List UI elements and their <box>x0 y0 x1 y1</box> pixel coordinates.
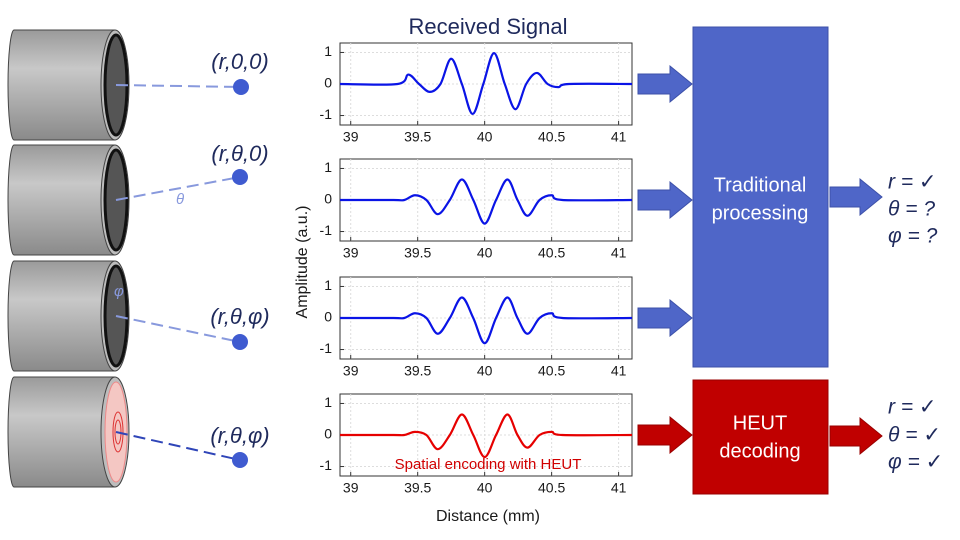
x-tick-label: 40.5 <box>538 129 565 145</box>
result: θ = ? <box>888 198 935 221</box>
signal-line <box>340 296 633 345</box>
result: r = ✓ <box>888 171 937 194</box>
target <box>233 79 249 95</box>
x-tick-label: 40.5 <box>538 363 565 379</box>
x-tick-label: 41 <box>611 480 627 496</box>
spiral <box>114 419 122 445</box>
position-label: (r,0,0) <box>211 49 268 74</box>
cylinder-body <box>7 144 116 256</box>
x-tick-label: 40 <box>477 363 493 379</box>
transducers: (r,0,0) (r,θ,0) θ (r,θ,φ) φ (r,θ,φ) <box>7 29 270 488</box>
result: θ = ✓ <box>888 424 941 447</box>
x-tick-label: 39 <box>343 245 359 261</box>
target <box>232 169 248 185</box>
position-label: (r,θ,φ) <box>210 423 269 448</box>
y-tick-label: 1 <box>324 43 332 59</box>
plots: 39 39.5 40 40.5 41 -1 0 1 39 39.5 40 40.5 41 -1 0 1 39 39… <box>320 42 633 496</box>
angle-label: φ <box>114 283 124 300</box>
box-label: processing <box>712 202 809 224</box>
angle-label: θ <box>176 191 184 208</box>
x-tick-label: 39.5 <box>404 480 431 496</box>
x-tick-label: 41 <box>611 363 627 379</box>
signal-line <box>339 51 633 116</box>
beam <box>115 84 242 88</box>
traditional-box <box>692 26 829 368</box>
result: r = ✓ <box>888 396 937 419</box>
result: φ = ✓ <box>888 451 943 474</box>
beam <box>115 431 241 461</box>
y-tick-label: 1 <box>324 277 332 293</box>
position-label: (r,θ,φ) <box>210 304 269 329</box>
spiral <box>112 411 124 453</box>
y-tick-label: -1 <box>320 340 333 356</box>
x-tick-label: 39 <box>343 129 359 145</box>
annotation: Spatial encoding with HEUT <box>395 456 582 473</box>
heut-box <box>692 379 829 495</box>
x-tick-label: 39 <box>343 363 359 379</box>
chart-title: Received Signal <box>409 14 568 39</box>
x-tick-label: 39.5 <box>404 129 431 145</box>
signal-line <box>340 178 633 225</box>
x-tick-label: 40 <box>477 245 493 261</box>
target <box>232 334 248 350</box>
x-tick-label: 39.5 <box>404 363 431 379</box>
x-tick-label: 39 <box>343 480 359 496</box>
box-label: Traditional <box>714 174 807 196</box>
y-tick-label: 0 <box>324 309 332 325</box>
box-label: decoding <box>719 440 800 462</box>
y-tick-label: -1 <box>320 222 333 238</box>
cylinder-body <box>7 260 116 372</box>
cylinder-body <box>7 376 116 488</box>
y-tick-label: 0 <box>324 426 332 442</box>
arrows <box>637 64 883 456</box>
x-tick-label: 40 <box>477 129 493 145</box>
x-tick-label: 41 <box>611 129 627 145</box>
y-tick-label: 0 <box>324 191 332 207</box>
y-axis-label: Amplitude (a.u.) <box>294 206 311 319</box>
x-tick-label: 41 <box>611 245 627 261</box>
beam <box>115 315 241 343</box>
y-tick-label: 1 <box>324 394 332 410</box>
x-tick-label: 40.5 <box>538 245 565 261</box>
x-tick-label: 40 <box>477 480 493 496</box>
y-tick-label: 0 <box>324 75 332 91</box>
y-tick-label: -1 <box>320 106 333 122</box>
target <box>232 452 248 468</box>
y-tick-label: -1 <box>320 457 333 473</box>
result: φ = ? <box>888 225 938 248</box>
position-label: (r,θ,0) <box>211 141 268 166</box>
x-tick-label: 40.5 <box>538 480 565 496</box>
y-tick-label: 1 <box>324 159 332 175</box>
beam <box>115 176 241 201</box>
cylinder-body <box>7 29 116 141</box>
x-axis-label: Distance (mm) <box>436 508 540 525</box>
signal-line <box>340 413 633 459</box>
box-label: HEUT <box>733 412 787 434</box>
x-tick-label: 39.5 <box>404 245 431 261</box>
